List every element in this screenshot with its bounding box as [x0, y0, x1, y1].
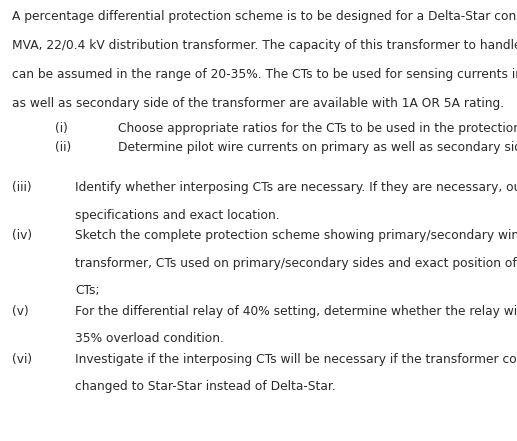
Text: specifications and exact location.: specifications and exact location. — [75, 209, 280, 221]
Text: (vi): (vi) — [12, 353, 32, 366]
Text: changed to Star-Star instead of Delta-Star.: changed to Star-Star instead of Delta-St… — [75, 380, 336, 393]
Text: transformer, CTs used on primary/secondary sides and exact position of interposi: transformer, CTs used on primary/seconda… — [75, 257, 517, 269]
Text: Choose appropriate ratios for the CTs to be used in the protection scheme.: Choose appropriate ratios for the CTs to… — [118, 122, 517, 135]
Text: A percentage differential protection scheme is to be designed for a Delta-Star c: A percentage differential protection sch… — [12, 10, 517, 23]
Text: 35% overload condition.: 35% overload condition. — [75, 332, 224, 345]
Text: (v): (v) — [12, 305, 29, 318]
Text: Identify whether interposing CTs are necessary. If they are necessary, outline t: Identify whether interposing CTs are nec… — [75, 181, 517, 194]
Text: CTs;: CTs; — [75, 284, 99, 297]
Text: For the differential relay of 40% setting, determine whether the relay will oper: For the differential relay of 40% settin… — [75, 305, 517, 318]
Text: Investigate if the interposing CTs will be necessary if the transformer connecti: Investigate if the interposing CTs will … — [75, 353, 517, 366]
Text: Sketch the complete protection scheme showing primary/secondary windings for the: Sketch the complete protection scheme sh… — [75, 229, 517, 242]
Text: (i): (i) — [55, 122, 68, 135]
Text: (iv): (iv) — [12, 229, 32, 242]
Text: (ii): (ii) — [55, 141, 71, 153]
Text: (iii): (iii) — [12, 181, 32, 194]
Text: can be assumed in the range of 20-35%. The CTs to be used for sensing currents i: can be assumed in the range of 20-35%. T… — [12, 68, 517, 81]
Text: as well as secondary side of the transformer are available with 1A OR 5A rating.: as well as secondary side of the transfo… — [12, 97, 504, 110]
Text: Determine pilot wire currents on primary as well as secondary side.: Determine pilot wire currents on primary… — [118, 141, 517, 153]
Text: MVA, 22/0.4 kV distribution transformer. The capacity of this transformer to han: MVA, 22/0.4 kV distribution transformer.… — [12, 39, 517, 52]
